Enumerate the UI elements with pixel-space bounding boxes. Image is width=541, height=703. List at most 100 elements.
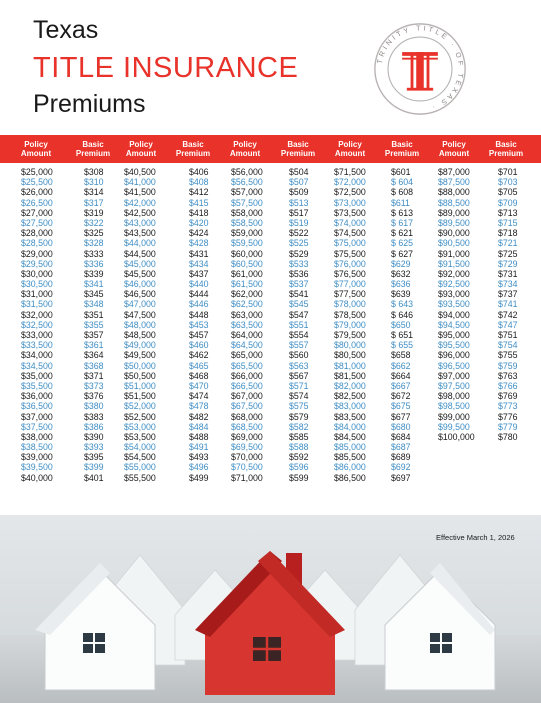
premium-cell: $629	[391, 258, 411, 269]
premium-cell: $522	[289, 228, 309, 239]
policy-amount-cell: $86,500	[334, 472, 366, 483]
policy-amount-cell: $54,000	[124, 442, 156, 453]
premium-cell: $692	[391, 462, 411, 473]
header-line-2: Amount	[20, 149, 52, 158]
policy-amount-cell: $46,000	[124, 279, 156, 290]
policy-amount-cell: $32,000	[21, 309, 53, 320]
header-line-2: Amount	[334, 149, 366, 158]
policy-amount-cell: $70,500	[231, 462, 263, 473]
policy-amount-cell: $65,500	[231, 360, 263, 371]
premium-cell: $560	[289, 350, 309, 361]
premium-cell: $554	[289, 330, 309, 340]
policy-amount-cell: $33,500	[21, 340, 53, 351]
header-line-2: Premium	[175, 149, 211, 158]
policy-amount-cell: $36,500	[21, 401, 53, 412]
policy-amount-cell: $88,500	[438, 197, 470, 208]
policy-amount-cell: $67,000	[231, 391, 263, 402]
premium-cell: $507	[289, 177, 309, 188]
premium-cell: $401	[84, 472, 104, 483]
policy-amount-cell: $85,000	[334, 442, 366, 453]
premium-cell: $ 613	[391, 207, 414, 218]
policy-amount-cell: $30,000	[21, 268, 53, 279]
premium-cell: $675	[391, 401, 411, 412]
policy-amount-cell: $95,500	[438, 340, 470, 351]
policy-amount-cell: $39,500	[21, 462, 53, 473]
premium-cell: $434	[189, 258, 209, 269]
policy-amount-cell: $30,500	[21, 279, 53, 290]
premium-cell: $348	[84, 299, 104, 310]
header-basic-premium: Basic Premium	[379, 135, 425, 163]
policy-amount-cell: $60,000	[231, 248, 263, 259]
premium-cell: $428	[189, 238, 209, 249]
premium-cell: $ 621	[391, 228, 414, 239]
premium-cell: $336	[84, 258, 104, 269]
policy-amount-cell: $63,000	[231, 309, 263, 320]
premium-cell: $355	[84, 319, 104, 330]
header-line-1: Basic	[287, 140, 309, 149]
policy-amount-cell: $49,000	[124, 340, 156, 351]
policy-amount-cell: $71,500	[334, 167, 366, 177]
policy-amount-cell: $94,000	[438, 309, 470, 320]
header-policy-amount: Policy Amount	[327, 135, 373, 163]
policy-amount-cell: $76,000	[334, 258, 366, 269]
policy-amount-cell: $43,500	[124, 228, 156, 239]
premium-cell: $ 643	[391, 299, 414, 310]
policy-amount-cell: $31,500	[21, 299, 53, 310]
premium-cell: $418	[189, 207, 209, 218]
policy-amount-cell: $41,000	[124, 177, 156, 188]
policy-amount-column: $40,500 $41,000 $41,500 $42,000 $42,500 $43,0…	[124, 167, 156, 483]
policy-amount-cell: $45,000	[124, 258, 156, 269]
premium-cell: $742	[498, 309, 518, 320]
policy-amount-cell: $94,500	[438, 319, 470, 330]
policy-amount-cell: $68,500	[231, 421, 263, 432]
premium-cell: $ 617	[391, 217, 414, 228]
header-policy-amount: Policy Amount	[118, 135, 164, 163]
policy-amount-cell: $43,000	[124, 217, 156, 228]
premium-cell: $322	[84, 217, 104, 228]
premium-cell: $ 651	[391, 330, 414, 340]
premium-cell: $599	[289, 472, 309, 483]
header-line-2: Amount	[438, 149, 470, 158]
premium-cell: $680	[391, 421, 411, 432]
premium-cell: $361	[84, 340, 104, 351]
policy-amount-cell: $78,500	[334, 309, 366, 320]
policy-amount-cell: $31,000	[21, 289, 53, 300]
premium-cell: $731	[498, 268, 518, 279]
policy-amount-cell: $25,000	[21, 167, 53, 177]
policy-amount-cell: $45,500	[124, 268, 156, 279]
policy-amount-cell: $63,500	[231, 319, 263, 330]
premium-cell: $525	[289, 238, 309, 249]
policy-amount-cell: $97,500	[438, 380, 470, 391]
premium-cell: $368	[84, 360, 104, 371]
premium-cell: $437	[189, 268, 209, 279]
header-basic-premium: Basic Premium	[170, 135, 216, 163]
policy-amount-cell: $89,500	[438, 217, 470, 228]
basic-premium-column: $406 $408 $412 $415 $418 $420 $424 $428 $431 $434…	[189, 167, 209, 483]
premium-cell: $491	[189, 442, 209, 453]
policy-amount-cell: $46,500	[124, 289, 156, 300]
premium-cell: $406	[189, 167, 209, 177]
premium-cell: $725	[498, 248, 518, 259]
title-main: TITLE INSURANCE	[33, 52, 299, 84]
policy-amount-cell: $33,000	[21, 330, 53, 340]
premium-cell: $658	[391, 350, 411, 361]
policy-amount-cell: $90,500	[438, 238, 470, 249]
premium-cell: $715	[498, 217, 518, 228]
policy-amount-cell: $91,000	[438, 248, 470, 259]
premium-cell: $470	[189, 380, 209, 391]
premium-cell: $684	[391, 431, 411, 442]
policy-amount-column: $71,500 $72,000 $72,500 $73,000 $73,500 $74,0…	[334, 167, 366, 483]
policy-amount-cell: $27,000	[21, 207, 53, 218]
premium-cell: $383	[84, 411, 104, 422]
basic-premium-column: $308 $310 $314 $317 $319 $322 $325 $328 $333 $336…	[84, 167, 104, 483]
policy-amount-cell: $81,000	[334, 360, 366, 371]
policy-amount-cell: $87,000	[438, 167, 470, 177]
premium-cell: $747	[498, 319, 518, 330]
header-line-1: Policy	[24, 140, 48, 149]
premium-cell: $517	[289, 207, 309, 218]
policy-amount-cell: $48,500	[124, 330, 156, 340]
premium-cell: $371	[84, 370, 104, 381]
header-line-1: Basic	[82, 140, 104, 149]
policy-amount-cell: $50,500	[124, 370, 156, 381]
premium-cell: $408	[189, 177, 209, 188]
